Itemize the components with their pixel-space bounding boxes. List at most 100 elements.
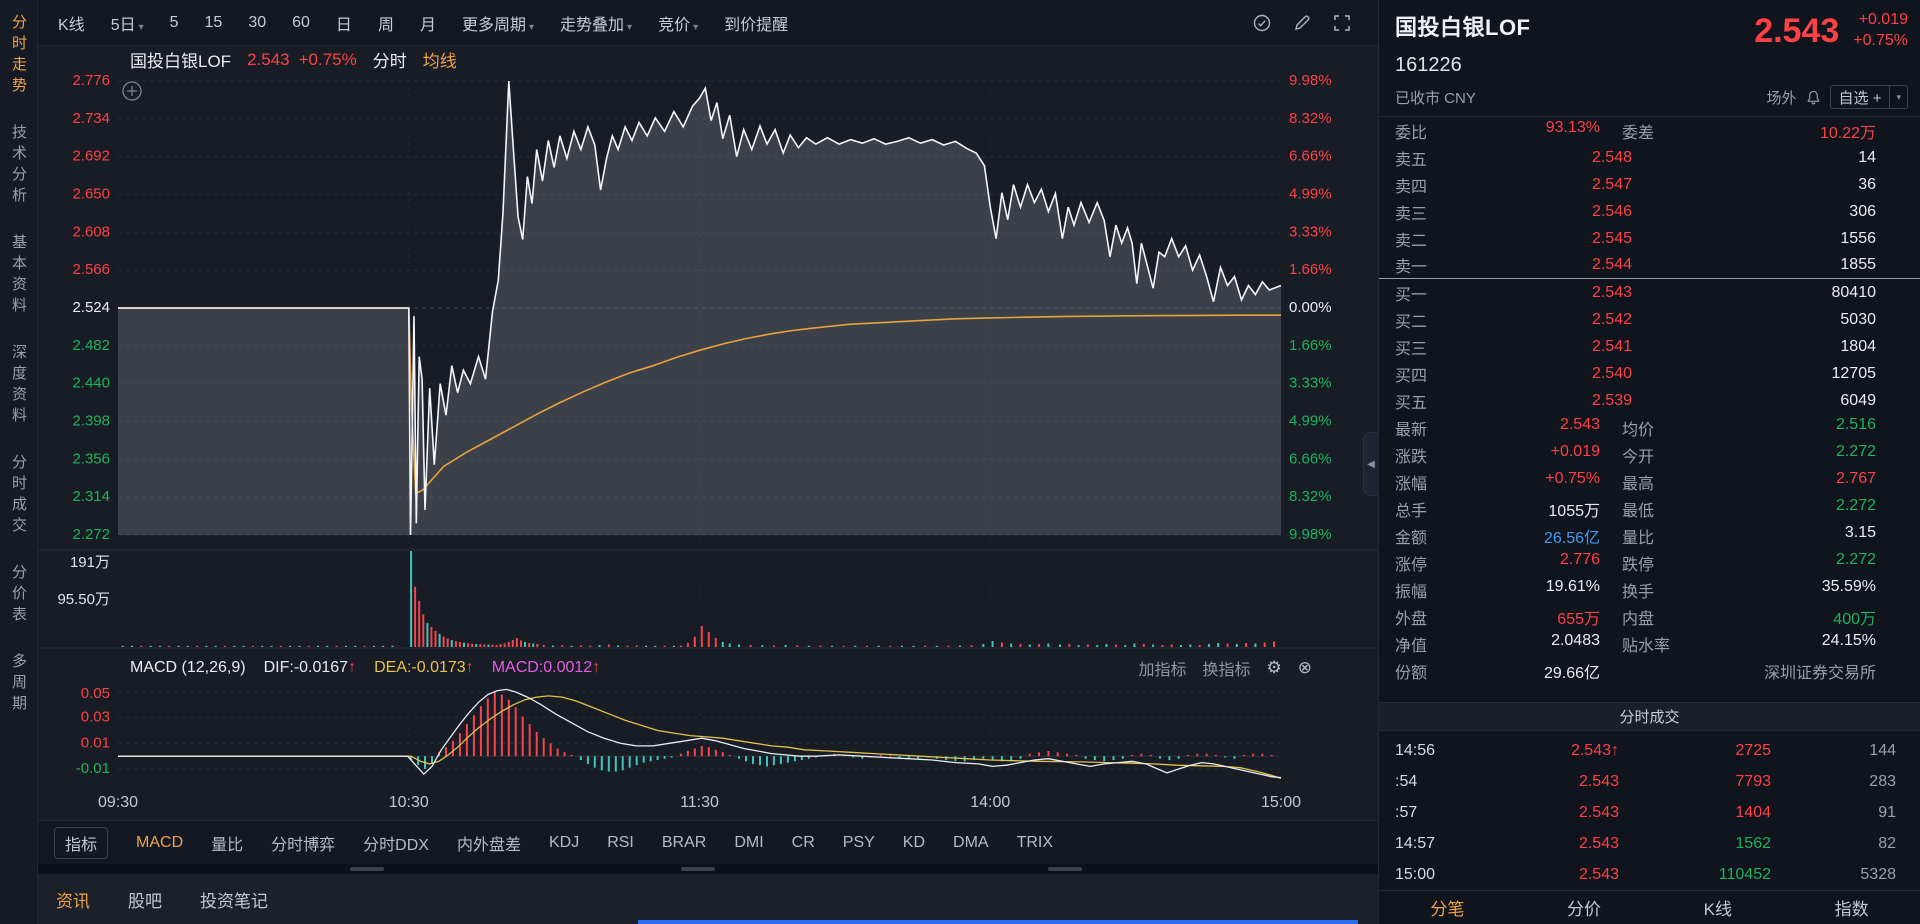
indicator-tab-RSI[interactable]: RSI xyxy=(607,833,634,851)
indicator-tab-TRIX[interactable]: TRIX xyxy=(1016,833,1054,851)
indicator-tab-分时DDX[interactable]: 分时DDX xyxy=(363,836,429,854)
rail-item-duo-zhouqi[interactable]: 多周期 xyxy=(10,653,27,716)
bottom-tab-股吧[interactable]: 股吧 xyxy=(128,891,162,911)
toolbar-item-month[interactable]: 月 xyxy=(419,16,436,34)
ask-row[interactable]: 卖五 2.548 14 xyxy=(1379,144,1920,171)
trade-row: 15:00 2.543 110452 5328 xyxy=(1379,859,1920,890)
indicator-tab-分时博弈[interactable]: 分时博弈 xyxy=(271,836,336,854)
stat-value: 2.543 xyxy=(1559,415,1600,433)
weibi-label: 委比 xyxy=(1395,124,1428,142)
ask-row[interactable]: 卖三 2.546 306 xyxy=(1379,198,1920,225)
panel-tab-指数[interactable]: 指数 xyxy=(1834,900,1869,919)
bid-row[interactable]: 买三 2.541 1804 xyxy=(1379,333,1920,360)
chevron-down-icon: ▾ xyxy=(138,21,144,33)
trade-row: :57 2.543 1404 91 xyxy=(1379,797,1920,828)
resize-grip[interactable] xyxy=(1048,867,1082,871)
bottom-tab-投资笔记[interactable]: 投资笔记 xyxy=(200,891,268,911)
toolbar-item-price-alert[interactable]: 到价提醒 xyxy=(724,16,789,34)
chevron-down-icon: ▾ xyxy=(528,21,535,33)
indicator-tab-CR[interactable]: CR xyxy=(791,833,815,851)
close-circle-icon[interactable]: ⊗ xyxy=(1297,657,1312,677)
indicator-tab-PSY[interactable]: PSY xyxy=(842,833,875,851)
svg-text:0.01: 0.01 xyxy=(81,734,110,751)
trade-row: 14:57 2.543 1562 82 xyxy=(1379,828,1920,859)
indicator-tab-KD[interactable]: KD xyxy=(902,833,926,851)
trade-time: 14:57 xyxy=(1395,834,1436,852)
stat-label: 量比 xyxy=(1622,529,1655,547)
top-toolbar: K线 5日 ▾ 5 15 30 60 日 周 月 更多周期 ▾ 走势叠加 ▾ 竞价 ▾ 到价提醒 xyxy=(38,0,1378,46)
toolbar-item-week[interactable]: 周 xyxy=(377,16,394,34)
ask-row[interactable]: 卖四 2.547 36 xyxy=(1379,171,1920,198)
divider xyxy=(1889,86,1891,108)
indicator-tab-量比[interactable]: 量比 xyxy=(211,836,244,854)
bid-row[interactable]: 买五 2.539 6049 xyxy=(1379,387,1920,414)
bid-row[interactable]: 买四 2.540 12705 xyxy=(1379,360,1920,387)
ask-row[interactable]: 卖二 2.545 1556 xyxy=(1379,225,1920,252)
add-watchlist-button[interactable]: 自选 + ▾ xyxy=(1829,85,1908,109)
resize-grip[interactable] xyxy=(350,867,384,871)
toolbar-item-m60[interactable]: 60 xyxy=(292,13,310,31)
book-price: 2.539 xyxy=(1591,391,1632,409)
switch-indicator-button[interactable]: 换指标 xyxy=(1202,661,1251,679)
indicator-tab-内外盘差[interactable]: 内外盘差 xyxy=(456,836,521,854)
time-label: 15:00 xyxy=(1260,794,1302,811)
svg-text:-0.01: -0.01 xyxy=(76,760,110,777)
bottom-tab-资讯[interactable]: 资讯 xyxy=(56,891,90,911)
add-indicator-button[interactable]: 加指标 xyxy=(1138,661,1187,679)
quote-panel: 国投白银LOF 2.543 +0.019 +0.75% 161226 已收市 C… xyxy=(1378,0,1920,924)
indicator-tab-MACD[interactable]: MACD xyxy=(136,833,184,851)
trade-volume: 2725 xyxy=(1735,741,1771,759)
alert-circle-icon[interactable] xyxy=(1252,13,1272,33)
indicator-tab-BRAR[interactable]: BRAR xyxy=(661,833,707,851)
panel-tab-分价[interactable]: 分价 xyxy=(1566,900,1601,919)
draw-pencil-icon[interactable] xyxy=(1292,13,1312,33)
svg-text:8.32%: 8.32% xyxy=(1289,110,1332,127)
indicator-tab-DMI[interactable]: DMI xyxy=(734,833,764,851)
panel-tab-分笔[interactable]: 分笔 xyxy=(1430,900,1465,919)
rail-item-fenshi-zoushi[interactable]: 分时走势 xyxy=(10,14,27,98)
toolbar-item-m5[interactable]: 5 xyxy=(169,13,179,31)
toolbar-item-m15[interactable]: 15 xyxy=(204,13,223,31)
stat-label: 净值 xyxy=(1395,637,1428,655)
gear-icon[interactable]: ⚙ xyxy=(1266,657,1282,677)
fullscreen-icon[interactable] xyxy=(1332,13,1352,33)
svg-text:95.50万: 95.50万 xyxy=(57,591,110,608)
chevron-down-icon: ▾ xyxy=(1896,91,1901,102)
toolbar-item-kline[interactable]: K线 xyxy=(58,16,85,34)
toolbar-item-auction[interactable]: 竞价 ▾ xyxy=(658,16,699,34)
tab-fenshi[interactable]: 分时 xyxy=(372,52,407,71)
rail-item-jiben-ziliao[interactable]: 基本资料 xyxy=(10,234,27,318)
book-volume: 1556 xyxy=(1840,229,1876,247)
bid-row[interactable]: 买二 2.542 5030 xyxy=(1379,306,1920,333)
toolbar-item-more-periods[interactable]: 更多周期 ▾ xyxy=(461,16,535,34)
book-level-label: 卖一 xyxy=(1395,259,1428,276)
toolbar-item-m30[interactable]: 30 xyxy=(248,13,267,31)
rail-item-fenjia-biao[interactable]: 分价表 xyxy=(10,564,27,627)
trade-count: 91 xyxy=(1878,803,1896,821)
stat-value: 1055万 xyxy=(1548,502,1600,520)
indicator-tab-DMA[interactable]: DMA xyxy=(953,833,989,851)
rail-item-shendu-ziliao[interactable]: 深度资料 xyxy=(10,344,27,428)
macd-chart[interactable]: 0.05 0.03 0.01 -0.01 xyxy=(38,686,1378,790)
toolbar-item-5day[interactable]: 5日 ▾ xyxy=(110,16,144,34)
rail-item-fenshi-chengjiao[interactable]: 分时成交 xyxy=(10,454,27,538)
weicha-label: 委差 xyxy=(1622,124,1655,142)
toolbar-item-overlay[interactable]: 走势叠加 ▾ xyxy=(560,16,633,34)
resize-grip[interactable] xyxy=(681,867,715,871)
bell-icon[interactable] xyxy=(1806,90,1821,105)
indicator-tab-KDJ[interactable]: KDJ xyxy=(548,833,580,851)
bid-row[interactable]: 买一 2.543 80410 xyxy=(1379,279,1920,306)
tab-junxian[interactable]: 均线 xyxy=(422,52,457,71)
panel-tab-K线[interactable]: K线 xyxy=(1703,900,1732,919)
trade-volume: 110452 xyxy=(1718,865,1771,883)
intraday-chart[interactable]: 2.776 9.98% 2.734 8.32% 2.692 6.66% 2.650 4.99%… xyxy=(38,73,1378,649)
stat-value: 2.272 xyxy=(1835,442,1876,460)
stat-label: 涨跌 xyxy=(1395,448,1428,466)
ask-row[interactable]: 卖一 2.544 1855 xyxy=(1379,252,1920,279)
stat-label: 振幅 xyxy=(1395,583,1428,601)
toolbar-item-day[interactable]: 日 xyxy=(335,16,352,34)
rail-item-jishu-fenxi[interactable]: 技术分析 xyxy=(10,124,27,208)
up-arrow-icon: ↑ xyxy=(348,658,357,676)
indicator-tab-指标[interactable]: 指标 xyxy=(54,826,109,859)
collapse-panel-handle[interactable]: ◀ xyxy=(1363,432,1378,496)
